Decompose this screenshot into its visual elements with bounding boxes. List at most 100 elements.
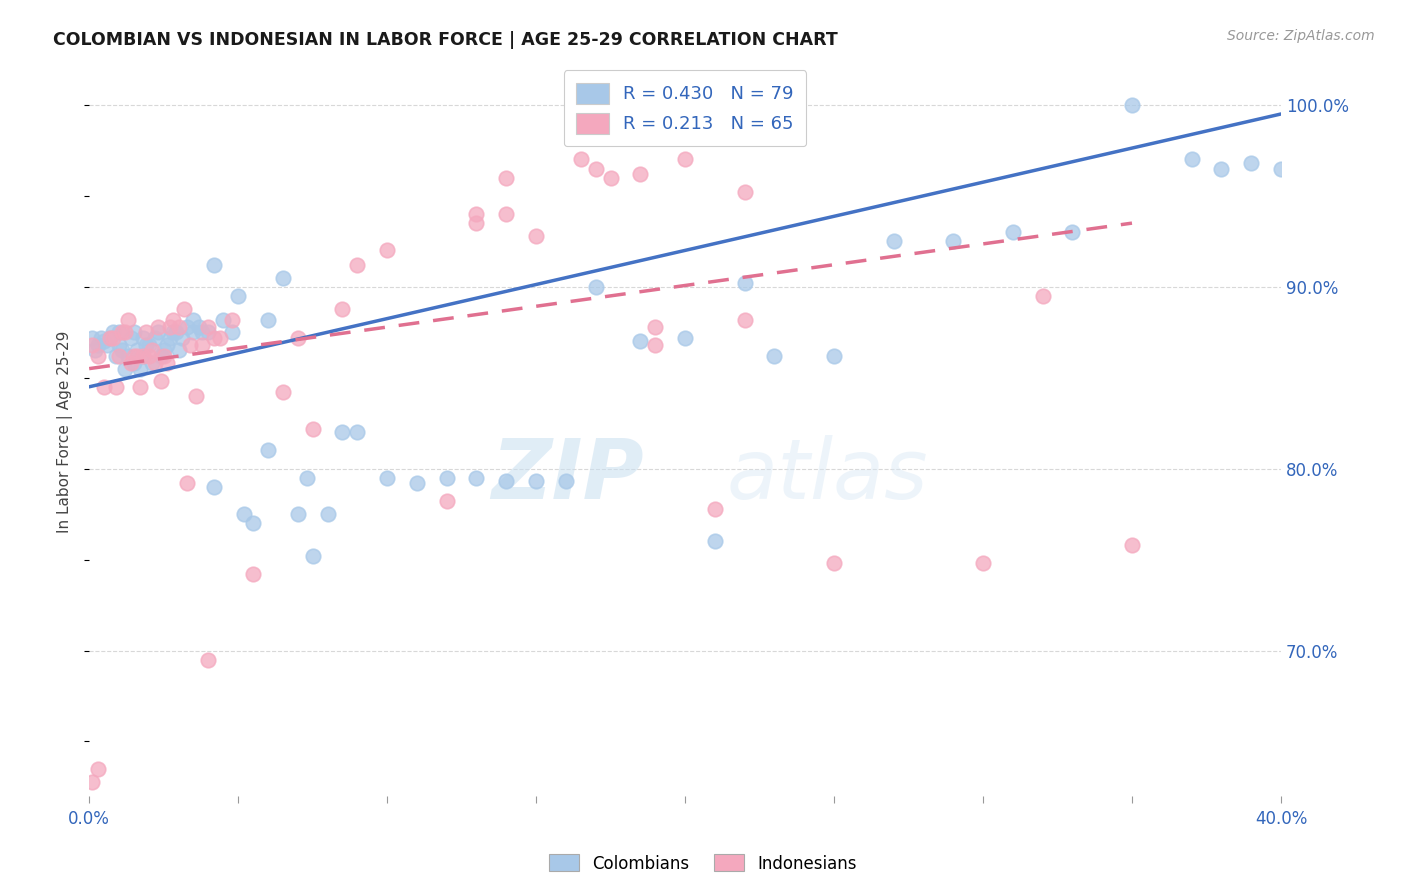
Point [114, 361, 136, 376]
Point [132, 349, 155, 363]
Point [138, 349, 160, 363]
Point [104, 380, 127, 394]
Point [495, 475, 517, 489]
Point [1240, 156, 1263, 170]
Point [159, 319, 181, 334]
Point [141, 343, 163, 358]
Point [1121, 538, 1143, 552]
Point [673, 331, 696, 345]
Text: ZIP: ZIP [491, 435, 644, 516]
Point [465, 471, 488, 485]
Point [644, 338, 666, 352]
Point [122, 356, 145, 370]
Legend: Colombians, Indonesians: Colombians, Indonesians [543, 847, 863, 880]
Point [332, 301, 354, 316]
Point [87, 338, 110, 352]
Point [165, 325, 187, 339]
Point [942, 235, 965, 249]
Point [257, 312, 280, 326]
Point [1001, 225, 1024, 239]
Point [108, 338, 131, 352]
Point [524, 228, 547, 243]
Point [436, 471, 458, 485]
Point [173, 301, 195, 316]
Point [156, 356, 179, 370]
Point [202, 331, 225, 345]
Point [197, 325, 219, 339]
Point [167, 343, 190, 358]
Point [972, 556, 994, 570]
Point [159, 331, 181, 345]
Point [465, 207, 488, 221]
Point [149, 375, 172, 389]
Point [346, 425, 368, 440]
Point [1062, 225, 1084, 239]
Point [143, 356, 166, 370]
Point [135, 325, 157, 339]
Point [628, 334, 651, 349]
Point [125, 343, 148, 358]
Point [149, 349, 172, 363]
Point [221, 325, 243, 339]
Point [295, 471, 318, 485]
Point [111, 343, 134, 358]
Point [221, 312, 243, 326]
Point [170, 331, 193, 345]
Point [703, 534, 725, 549]
Point [176, 319, 198, 334]
Point [176, 476, 198, 491]
Point [1180, 153, 1202, 167]
Point [271, 385, 294, 400]
Point [93, 380, 115, 394]
Point [202, 480, 225, 494]
Point [332, 425, 354, 440]
Text: Source: ZipAtlas.com: Source: ZipAtlas.com [1227, 29, 1375, 43]
Point [87, 349, 110, 363]
Point [823, 349, 845, 363]
Point [883, 235, 905, 249]
Point [98, 331, 121, 345]
Point [233, 507, 256, 521]
Point [301, 549, 323, 563]
Point [111, 325, 134, 339]
Point [197, 653, 219, 667]
Point [226, 289, 249, 303]
Point [141, 356, 163, 370]
Point [823, 556, 845, 570]
Point [162, 312, 184, 326]
Point [1032, 289, 1054, 303]
Point [101, 331, 124, 345]
Point [763, 349, 786, 363]
Point [495, 170, 517, 185]
Point [87, 762, 110, 776]
Point [524, 475, 547, 489]
Point [93, 334, 115, 349]
Point [120, 331, 142, 345]
Point [375, 244, 398, 258]
Point [132, 349, 155, 363]
Point [495, 207, 517, 221]
Point [644, 319, 666, 334]
Point [128, 380, 150, 394]
Point [301, 422, 323, 436]
Point [734, 312, 756, 326]
Point [138, 338, 160, 352]
Point [122, 349, 145, 363]
Point [271, 270, 294, 285]
Point [183, 312, 205, 326]
Point [152, 343, 174, 358]
Point [84, 343, 107, 358]
Point [117, 312, 139, 326]
Point [143, 331, 166, 345]
Point [135, 338, 157, 352]
Point [114, 325, 136, 339]
Point [202, 258, 225, 272]
Point [436, 494, 458, 508]
Point [212, 312, 235, 326]
Point [146, 325, 169, 339]
Point [120, 356, 142, 370]
Point [104, 349, 127, 363]
Point [242, 567, 264, 582]
Point [346, 258, 368, 272]
Point [125, 349, 148, 363]
